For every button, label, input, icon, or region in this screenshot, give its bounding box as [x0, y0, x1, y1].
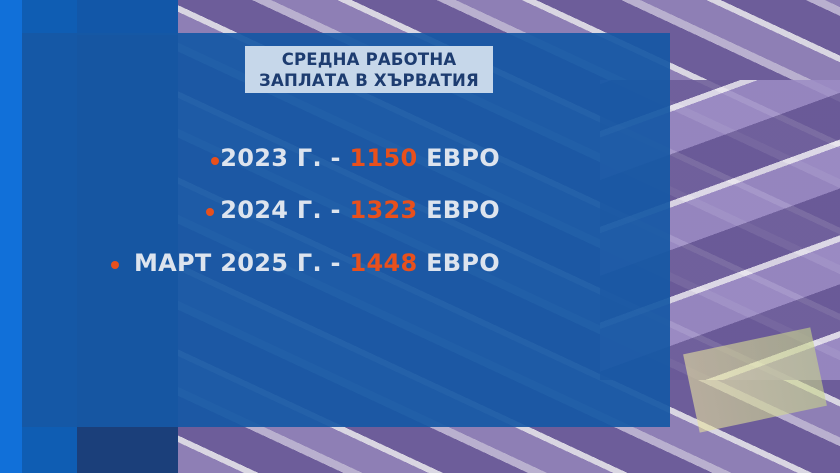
item-value: 1323	[349, 196, 418, 224]
title-line-2: ЗАПЛАТА В ХЪРВАТИЯ	[259, 71, 479, 90]
item-label: 2024 Г. -	[220, 196, 350, 224]
item-unit: ЕВРО	[417, 249, 500, 277]
item-label: 2023 Г. -	[220, 144, 350, 172]
bullet-icon	[111, 261, 119, 269]
salary-item-2024: 2024 Г. - 1323 ЕВРО	[220, 196, 500, 224]
bullet-icon	[211, 157, 219, 165]
item-unit: ЕВРО	[417, 196, 500, 224]
salary-item-march-2025: МАРТ 2025 Г. - 1448 ЕВРО	[134, 249, 500, 277]
graphic-title: СРЕДНА РАБОТНА ЗАПЛАТА В ХЪРВАТИЯ	[245, 46, 493, 93]
item-label: МАРТ 2025 Г. -	[133, 249, 350, 277]
item-unit: ЕВРО	[417, 144, 500, 172]
title-line-1: СРЕДНА РАБОТНА	[281, 50, 457, 69]
item-value: 1448	[349, 249, 418, 277]
salary-item-2023: 2023 Г. - 1150 ЕВРО	[220, 144, 500, 172]
info-panel	[22, 33, 670, 427]
bullet-icon	[206, 208, 214, 216]
item-value: 1150	[349, 144, 418, 172]
left-accent-strip	[0, 0, 22, 473]
top-accent-block	[77, 0, 178, 35]
